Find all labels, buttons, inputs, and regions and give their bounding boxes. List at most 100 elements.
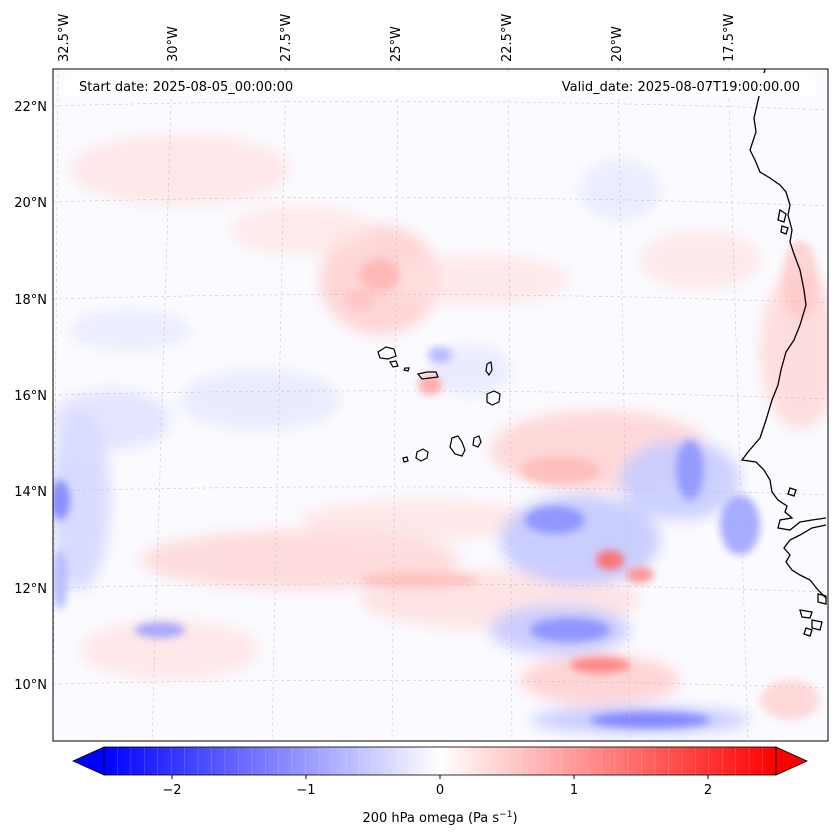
gridline (53, 486, 828, 496)
africa-coastline-south (783, 524, 827, 599)
island-sal (485, 361, 493, 377)
gridline (53, 101, 828, 111)
positive-core (346, 290, 374, 310)
gridline (53, 69, 59, 741)
island-sao-vicente (389, 360, 399, 368)
graticule (53, 69, 828, 741)
gridline (391, 69, 399, 741)
island-sao-nicolau (416, 371, 439, 380)
island-maio (472, 435, 482, 448)
cape-verde-islands (377, 346, 501, 463)
colorbar-max-extend (775, 746, 808, 776)
gridline (53, 197, 828, 207)
positive-area (520, 655, 680, 705)
colorbar-min-extend (72, 746, 105, 776)
positive-area (640, 230, 760, 290)
positive-core (520, 456, 600, 484)
colorbar-label-superscript: −1 (499, 810, 512, 820)
gridline (151, 69, 173, 741)
gridline (727, 69, 749, 741)
coast-island (799, 609, 813, 619)
negative-core (530, 618, 610, 642)
gridline (53, 294, 828, 304)
coast-island (777, 208, 787, 223)
omega-shading-soft (53, 135, 828, 734)
header-band (65, 73, 815, 96)
negative-area (180, 370, 340, 430)
gridline (53, 390, 828, 400)
colorbar-tick-label: 0 (436, 783, 444, 798)
gridline (53, 680, 828, 689)
lon-tick-label: 32.5°W (57, 14, 72, 62)
positive-core (760, 680, 820, 720)
positive-area (70, 135, 290, 205)
positive-core (360, 259, 400, 291)
island-santa-luzia (403, 367, 410, 372)
valid-date-label: Valid_date: 2025-08-07T19:00:00.00 (562, 80, 800, 95)
negative-core (53, 480, 70, 520)
colorbar-ramp (104, 747, 776, 775)
positive-core (596, 550, 624, 570)
positive-core (570, 657, 630, 673)
lat-tick-label: 14°N (14, 485, 47, 500)
positive-core (360, 572, 480, 588)
colorbar-label-main: 200 hPa omega (Pa s (362, 811, 499, 826)
omega-shading-detail (53, 240, 820, 728)
omega-field (53, 69, 828, 741)
negative-core (53, 550, 68, 610)
negative-area (53, 410, 110, 590)
colorbar-label: 200 hPa omega (Pa s−1) (362, 810, 517, 826)
lon-tick-label: 30°W (166, 26, 181, 62)
positive-core (626, 567, 654, 583)
positive-area (80, 620, 260, 680)
gridline (617, 69, 631, 741)
lat-tick-label: 22°N (14, 100, 47, 115)
coast-island (803, 627, 813, 637)
colorbar-tick-label: −1 (296, 783, 315, 798)
colorbar-level-lines (117, 747, 763, 775)
lat-tick-label: 12°N (14, 582, 47, 597)
colorbar-ticks (171, 775, 709, 779)
map-frame (52, 68, 829, 742)
gridline (507, 69, 513, 741)
lon-tick-label: 17.5°W (722, 14, 737, 62)
colorbar-tick-label: 1 (570, 783, 578, 798)
negative-core (428, 347, 452, 363)
colorbar: −2 −1 0 1 2 200 hPa omega (Pa s−1) (72, 746, 808, 826)
colorbar-tick-label: −2 (162, 783, 181, 798)
negative-area (53, 390, 170, 450)
island-boa-vista (486, 390, 501, 406)
negative-core (720, 495, 760, 555)
coast-island (817, 593, 827, 605)
gridline (271, 69, 287, 741)
lon-tick-label: 25°W (389, 26, 404, 62)
positive-core (782, 240, 818, 320)
lon-tick-label: 22.5°W (500, 14, 515, 62)
start-date-label: Start date: 2025-08-05_00:00:00 (79, 80, 293, 95)
colorbar-tick-label: 2 (704, 783, 712, 798)
negative-core (590, 712, 710, 728)
island-santo-antao (377, 346, 397, 360)
lon-tick-label: 27.5°W (279, 14, 294, 62)
lat-tick-label: 10°N (14, 678, 47, 693)
coast-island (787, 487, 797, 497)
positive-area (230, 205, 370, 255)
coast-island (780, 225, 789, 235)
lat-tick-label: 16°N (14, 389, 47, 404)
negative-core (135, 622, 185, 638)
island-brava (402, 456, 409, 463)
latitude-labels: 22°N 20°N 18°N 16°N 14°N 12°N 10°N (14, 100, 47, 693)
island-fogo (415, 448, 429, 462)
lat-tick-label: 18°N (14, 293, 47, 308)
gridline (53, 583, 828, 593)
positive-area (300, 500, 540, 540)
positive-area (390, 255, 570, 305)
longitude-labels: 32.5°W 30°W 27.5°W 25°W 22.5°W 20°W 17.5… (57, 14, 737, 62)
negative-core (676, 440, 704, 500)
island-santiago (449, 435, 466, 457)
lat-tick-label: 20°N (14, 196, 47, 211)
positive-core (418, 375, 442, 395)
negative-area (70, 310, 190, 350)
negative-core (525, 506, 585, 534)
